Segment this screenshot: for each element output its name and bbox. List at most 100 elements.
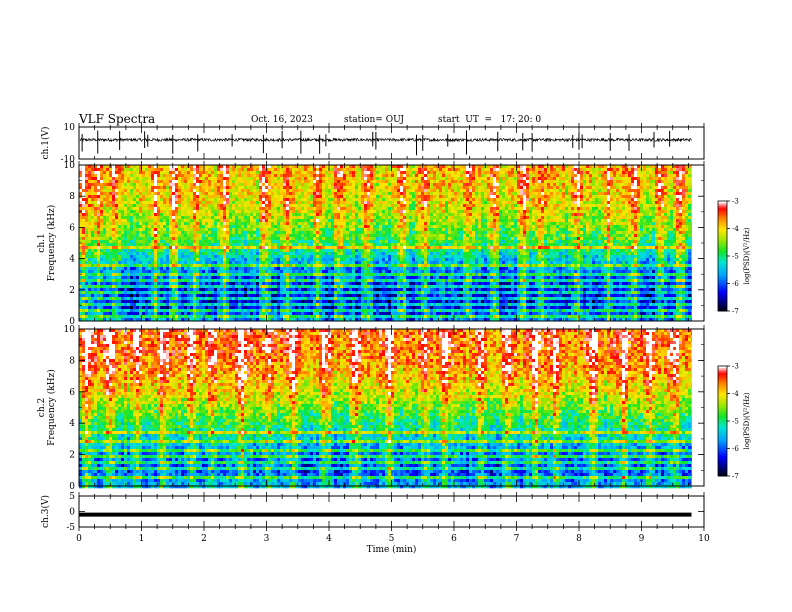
spectrogram-pixel (130, 237, 134, 241)
spectrogram-pixel (301, 276, 305, 280)
spectrogram-pixel (232, 300, 236, 304)
spectrogram-pixel (241, 261, 245, 265)
spectrogram-pixel (253, 294, 257, 298)
spectrogram-pixel (97, 255, 101, 259)
spectrogram-pixel (334, 303, 338, 307)
spectrogram-pixel (181, 180, 185, 184)
spectrogram-pixel (247, 219, 251, 223)
spectrogram-pixel (223, 195, 227, 199)
spectrogram-pixel (112, 201, 116, 205)
spectrogram-pixel (352, 201, 356, 205)
spectrogram-pixel (142, 174, 146, 178)
spectrogram-pixel (187, 300, 191, 304)
spectrogram-pixel (115, 276, 119, 280)
spectrogram-pixel (271, 231, 275, 235)
spectrogram-pixel (115, 195, 119, 199)
spectrogram-pixel (262, 195, 266, 199)
spectrogram-pixel (199, 261, 203, 265)
spectrogram-pixel (154, 294, 158, 298)
spectrogram-pixel (127, 174, 131, 178)
spectrogram-pixel (91, 219, 95, 223)
spectrogram-pixel (331, 195, 335, 199)
spectrogram-pixel (226, 237, 230, 241)
spectrogram-pixel (82, 231, 86, 235)
spectrogram-pixel (343, 246, 347, 250)
spectrogram-pixel (340, 222, 344, 226)
spectrogram-pixel (241, 192, 245, 196)
spectrogram-pixel (253, 222, 257, 226)
spectrogram-pixel (166, 183, 170, 187)
spectrogram-pixel (127, 255, 131, 259)
spectrogram-pixel (352, 228, 356, 232)
spectrogram-pixel (184, 183, 188, 187)
spectrogram-pixel (109, 168, 113, 172)
spectrogram-pixel (313, 210, 317, 214)
spectrogram-pixel (253, 282, 257, 286)
spectrogram-pixel (136, 177, 140, 181)
spectrogram-pixel (133, 279, 137, 283)
spectrogram-pixel (250, 312, 254, 316)
spectrogram-pixel (325, 252, 329, 256)
spectrogram-pixel (97, 285, 101, 289)
spectrogram-pixel (229, 264, 233, 268)
spectrogram-pixel (220, 204, 224, 208)
spectrogram-pixel (316, 270, 320, 274)
spectrogram-pixel (253, 252, 257, 256)
spectrogram-pixel (205, 192, 209, 196)
spectrogram-pixel (343, 267, 347, 271)
spectrogram-pixel (319, 315, 323, 319)
spectrogram-pixel (133, 165, 137, 169)
spectrogram-pixel (193, 168, 197, 172)
spectrogram-pixel (277, 273, 281, 277)
spectrogram-pixel (115, 180, 119, 184)
spectrogram-pixel (142, 297, 146, 301)
spectrogram-pixel (304, 309, 308, 313)
spectrogram-pixel (316, 261, 320, 265)
spectrogram-pixel (205, 186, 209, 190)
spectrogram-pixel (184, 252, 188, 256)
spectrogram-pixel (121, 189, 125, 193)
spectrogram-pixel (241, 306, 245, 310)
spectrogram-pixel (145, 207, 149, 211)
spectrogram-pixel (229, 282, 233, 286)
spectrogram-pixel (331, 228, 335, 232)
spectrogram-pixel (319, 270, 323, 274)
spectrogram-pixel (202, 291, 206, 295)
spectrogram-pixel (274, 165, 278, 169)
spectrogram-pixel (280, 288, 284, 292)
spectrogram-pixel (130, 189, 134, 193)
spectrogram-pixel (124, 294, 128, 298)
spectrogram-pixel (355, 225, 359, 229)
spectrogram-pixel (292, 264, 296, 268)
spectrogram-pixel (250, 213, 254, 217)
spectrogram-pixel (100, 258, 104, 262)
spectrogram-pixel (286, 276, 290, 280)
spectrogram-pixel (274, 246, 278, 250)
spectrogram-pixel (214, 168, 218, 172)
spectrogram-pixel (259, 216, 263, 220)
spectrogram-pixel (313, 273, 317, 277)
spectrogram-pixel (322, 231, 326, 235)
spectrogram-pixel (205, 318, 209, 322)
spectrogram-pixel (85, 261, 89, 265)
spectrogram-pixel (271, 312, 275, 316)
spectrogram-pixel (241, 312, 245, 316)
spectrogram-pixel (355, 267, 359, 271)
spectrogram-pixel (319, 210, 323, 214)
spectrogram-pixel (133, 192, 137, 196)
spectrogram-pixel (103, 318, 107, 322)
spectrogram-pixel (286, 270, 290, 274)
spectrogram-pixel (337, 252, 341, 256)
spectrogram-pixel (277, 267, 281, 271)
spectrogram-pixel (85, 210, 89, 214)
spectrogram-pixel (271, 306, 275, 310)
spectrogram-pixel (196, 303, 200, 307)
spectrogram-pixel (124, 240, 128, 244)
spectrogram-pixel (235, 237, 239, 241)
spectrogram-pixel (319, 261, 323, 265)
spectrogram-pixel (202, 234, 206, 238)
spectrogram-pixel (262, 207, 266, 211)
spectrogram-pixel (178, 186, 182, 190)
spectrogram-pixel (103, 219, 107, 223)
spectrogram-pixel (136, 288, 140, 292)
